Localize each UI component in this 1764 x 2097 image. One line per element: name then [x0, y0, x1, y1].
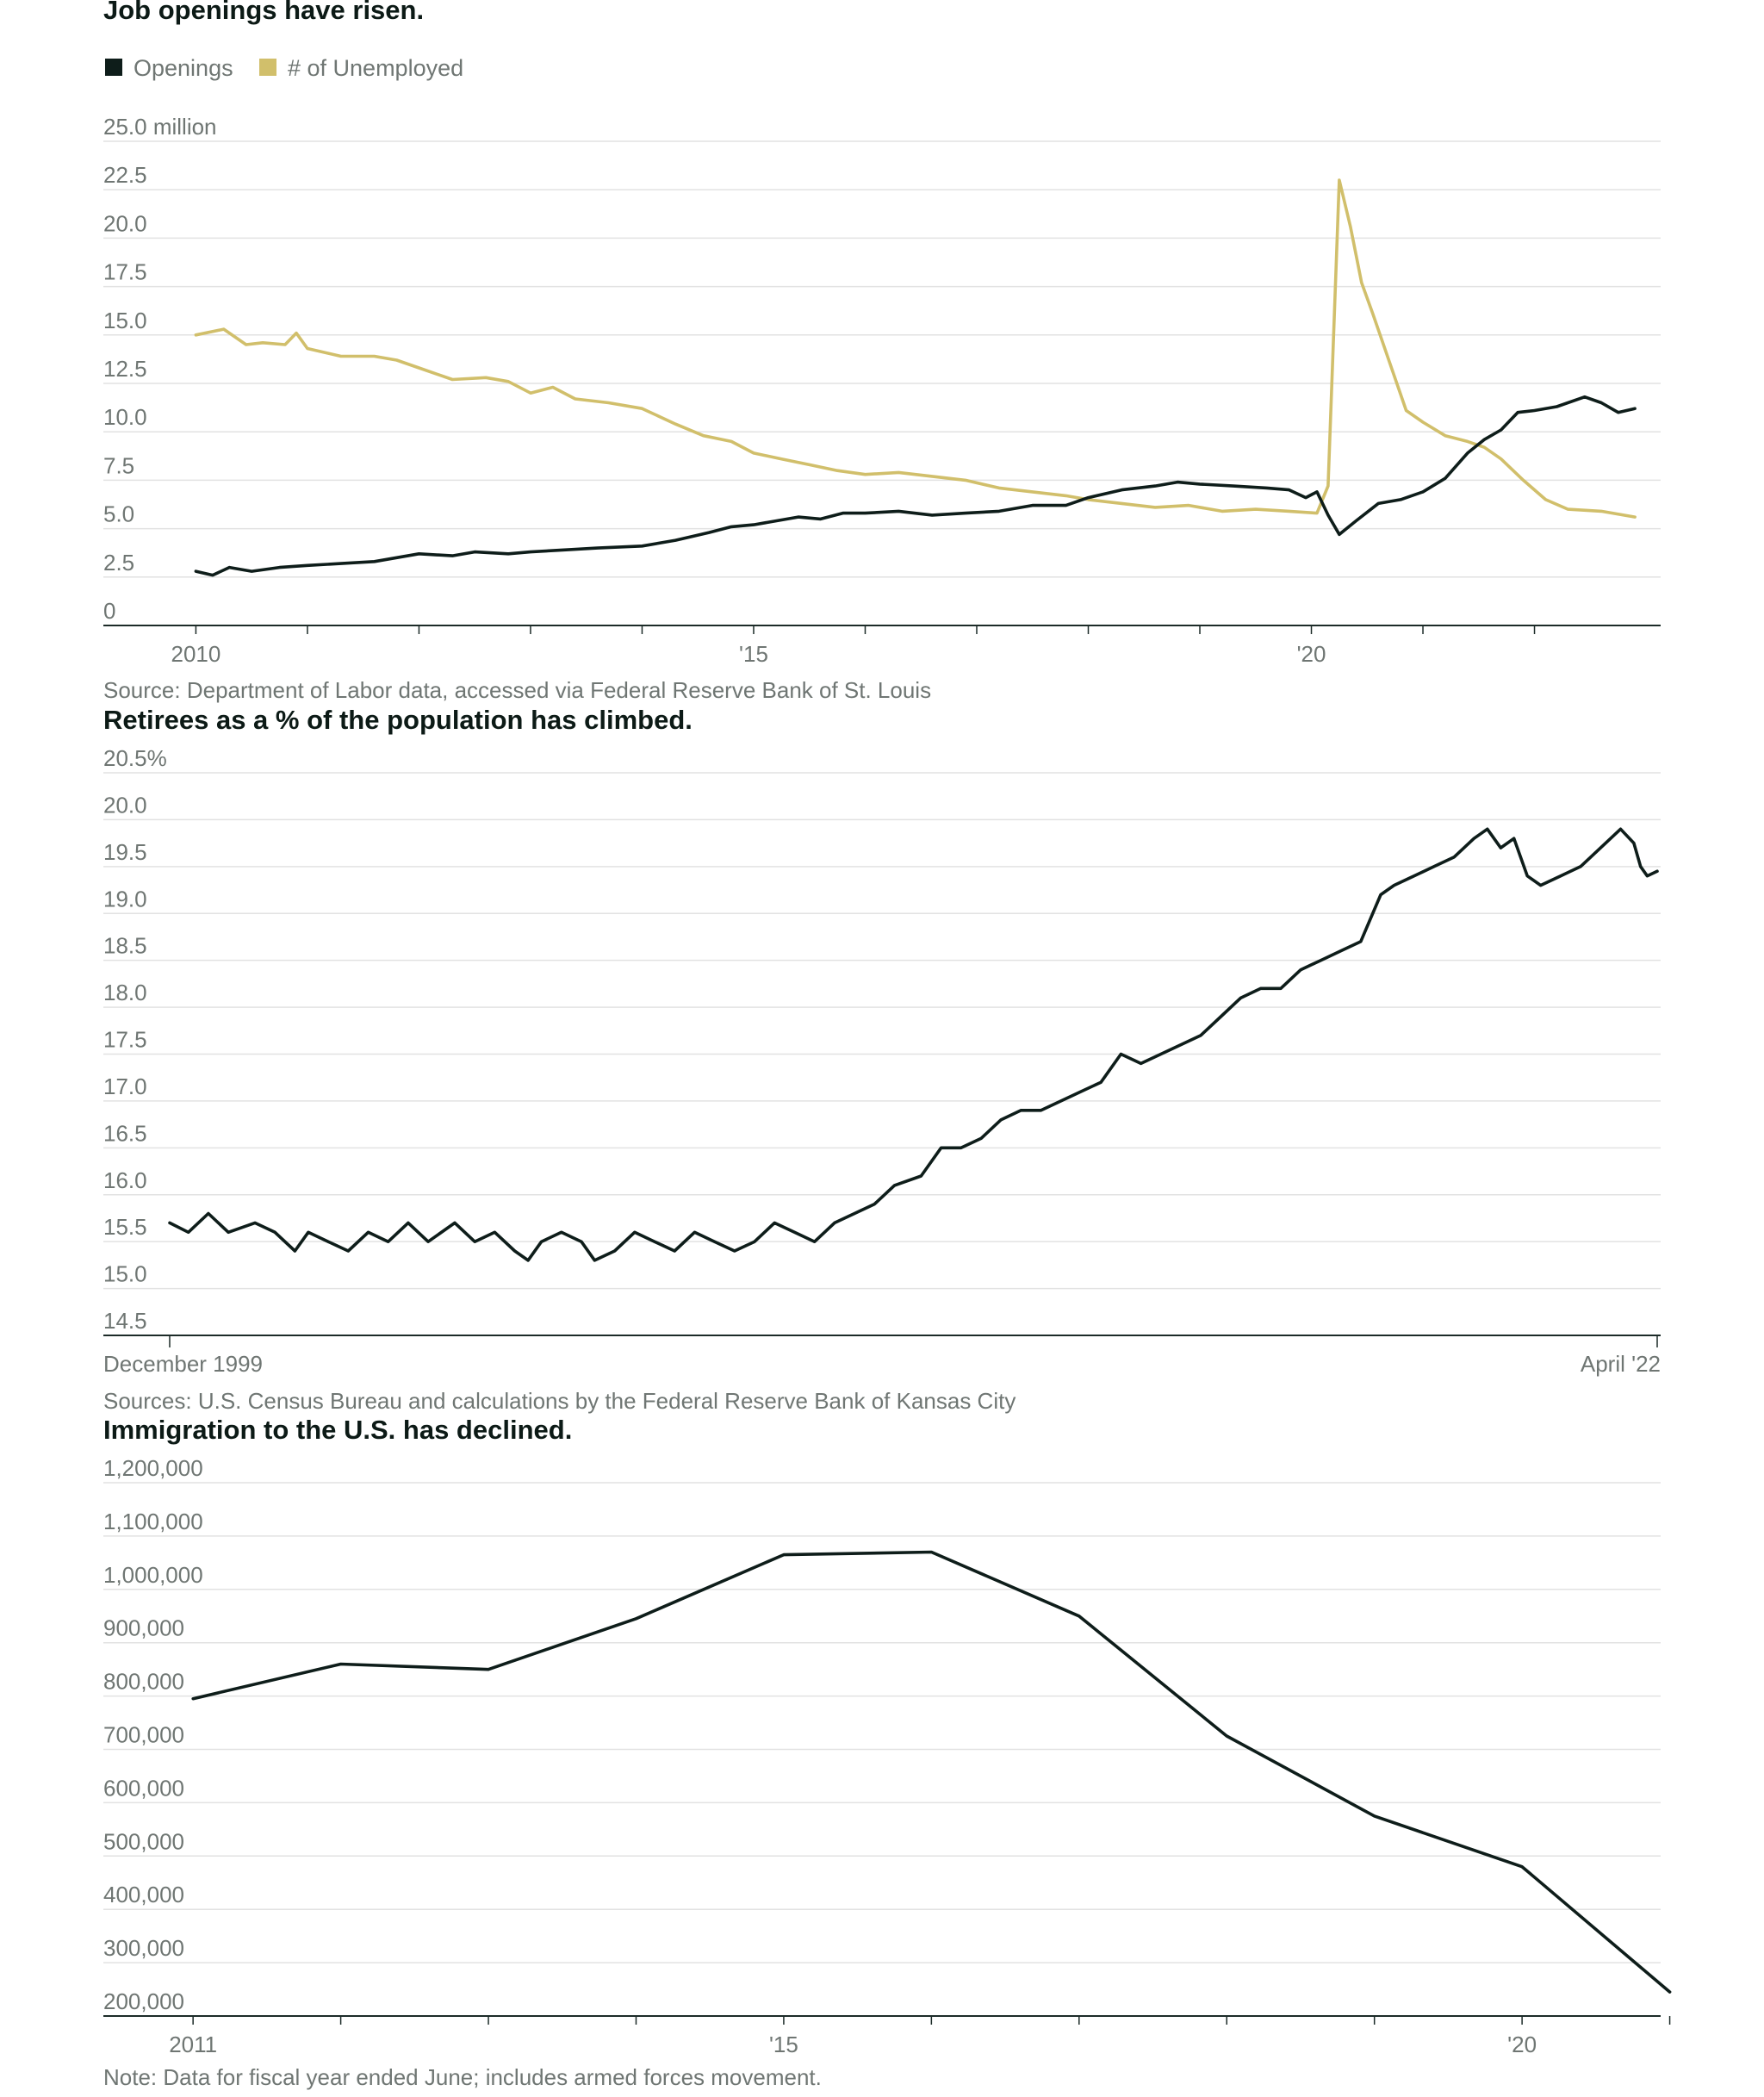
- y-tick-label: 800,000: [103, 1669, 184, 1695]
- y-tick-label: 1,100,000: [103, 1509, 203, 1534]
- x-tick-label: 2011: [169, 2032, 217, 2057]
- y-tick-label: 15.5: [103, 1214, 147, 1240]
- y-tick-label: 1,200,000: [103, 1455, 203, 1481]
- chart3-title: Immigration to the U.S. has declined.: [103, 1415, 572, 1445]
- y-tick-label: 200,000: [103, 1988, 184, 2014]
- y-tick-label: 20.0: [103, 792, 147, 818]
- chart1-x-axis: 2010 '15 '20: [103, 625, 1661, 667]
- series-openings-line: [194, 395, 1637, 577]
- chart1-title: Job openings have risen.: [103, 0, 424, 25]
- chart2-source: Sources: U.S. Census Bureau and calculat…: [103, 1388, 1016, 1414]
- y-tick-label: 18.5: [103, 933, 147, 959]
- chart2-gridlines: [103, 772, 1661, 1290]
- y-tick-label: 600,000: [103, 1775, 184, 1801]
- x-tick-label: December 1999: [103, 1351, 263, 1377]
- y-tick-label: 20.5%: [103, 745, 167, 771]
- x-tick-label: '20: [1297, 641, 1326, 667]
- legend-openings-swatch: [105, 59, 122, 76]
- y-tick-label: 18.0: [103, 980, 147, 1005]
- y-tick-label: 25.0 million: [103, 114, 217, 140]
- y-tick-label: 500,000: [103, 1828, 184, 1854]
- y-tick-label: 14.5: [103, 1308, 147, 1334]
- y-tick-label: 12.5: [103, 356, 147, 382]
- chart3-x-axis: 2011 '15 '20: [103, 2015, 1671, 2057]
- y-tick-label: 16.5: [103, 1120, 147, 1146]
- chart-retirees: Retirees as a % of the population has cl…: [103, 705, 1661, 1414]
- y-tick-label: 2.5: [103, 550, 134, 576]
- x-tick-label: '20: [1507, 2032, 1537, 2057]
- x-tick-label: '15: [769, 2032, 798, 2057]
- chart2-title: Retirees as a % of the population has cl…: [103, 705, 693, 735]
- chart3-note: Note: Data for fiscal year ended June; i…: [103, 2064, 822, 2090]
- chart-immigration: Immigration to the U.S. has declined. 20…: [103, 1415, 1672, 2090]
- y-tick-label: 19.0: [103, 886, 147, 912]
- series-unemployed-line: [194, 178, 1637, 519]
- y-tick-label: 7.5: [103, 452, 134, 478]
- series-immigration-line: [191, 1550, 1672, 1994]
- legend-openings-label: Openings: [134, 55, 233, 81]
- chart-job-openings: Job openings have risen. Openings # of U…: [103, 0, 1661, 703]
- y-tick-label: 15.0: [103, 308, 147, 333]
- chart2-y-axis: 14.5 15.0 15.5 16.0 16.5 17.0 17.5 18.0 18.5 19.0…: [103, 745, 167, 1334]
- y-tick-label: 700,000: [103, 1722, 184, 1748]
- y-tick-label: 900,000: [103, 1615, 184, 1641]
- x-tick-label: '15: [739, 641, 768, 667]
- y-tick-label: 17.5: [103, 259, 147, 285]
- y-tick-label: 0: [103, 598, 115, 624]
- chart3-gridlines: [103, 1482, 1661, 1963]
- chart1-source: Source: Department of Labor data, access…: [103, 677, 931, 703]
- x-tick-label: April '22: [1581, 1351, 1661, 1377]
- y-tick-label: 10.0: [103, 404, 147, 430]
- y-tick-label: 16.0: [103, 1167, 147, 1193]
- chart1-legend[interactable]: Openings # of Unemployed: [105, 55, 463, 81]
- y-tick-label: 19.5: [103, 839, 147, 865]
- legend-unemployed-swatch: [259, 59, 276, 76]
- y-tick-label: 5.0: [103, 501, 134, 527]
- y-tick-label: 1,000,000: [103, 1562, 203, 1588]
- chart3-y-axis: 200,000 300,000 400,000 500,000 600,000 700,0…: [103, 1455, 203, 2014]
- chart1-y-axis: 0 2.5 5.0 7.5 10.0 12.5 15.0 17.5 20.0 22.5 25.0 m…: [103, 114, 217, 624]
- y-tick-label: 15.0: [103, 1261, 147, 1287]
- chart1-gridlines: [103, 140, 1661, 578]
- y-tick-label: 22.5: [103, 162, 147, 188]
- x-tick-label: 2010: [171, 641, 221, 667]
- y-tick-label: 400,000: [103, 1882, 184, 1907]
- y-tick-label: 300,000: [103, 1935, 184, 1961]
- y-tick-label: 17.0: [103, 1073, 147, 1099]
- series-retirees-line: [168, 827, 1659, 1262]
- chart2-x-axis: December 1999 April '22: [103, 1335, 1661, 1377]
- y-tick-label: 20.0: [103, 210, 147, 236]
- y-tick-label: 17.5: [103, 1027, 147, 1053]
- legend-unemployed-label: # of Unemployed: [288, 55, 463, 81]
